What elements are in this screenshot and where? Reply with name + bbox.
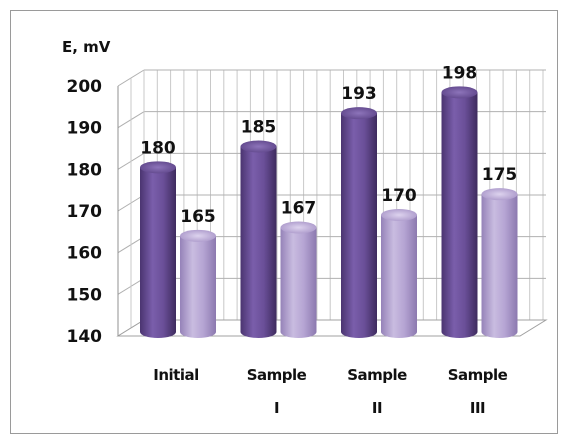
bar-light	[481, 188, 518, 338]
bar-light	[381, 209, 417, 338]
bar-body	[441, 92, 478, 338]
y-tick-label: 190	[67, 119, 103, 139]
data-label: 185	[241, 118, 277, 138]
bar-dark	[441, 86, 478, 338]
y-axis-title: E, mV	[62, 38, 111, 56]
data-label: 167	[281, 199, 317, 219]
bar-body	[481, 194, 518, 338]
data-label: 198	[442, 63, 478, 83]
y-axis: 140 150 160 170 180 190 200	[67, 77, 119, 347]
bars	[140, 86, 518, 339]
bar-light	[180, 229, 216, 338]
bar-dark	[240, 140, 277, 338]
y-tick-label: 180	[67, 160, 103, 180]
bar-top	[180, 229, 216, 242]
x-tick-label: Sample	[448, 366, 508, 384]
data-label: 175	[482, 165, 518, 185]
data-label: 193	[341, 84, 377, 104]
data-label: 180	[140, 138, 176, 158]
bar-top	[341, 107, 377, 120]
bar-body	[180, 235, 216, 338]
y-tick-label: 170	[67, 202, 103, 222]
y-tick-label: 160	[67, 244, 103, 264]
bar-top	[481, 188, 518, 201]
x-tick-label-line2: I	[274, 399, 279, 417]
x-tick-label: Sample	[347, 366, 407, 384]
bar-body	[381, 215, 417, 338]
bar-top	[280, 221, 317, 234]
bar-top	[240, 140, 277, 153]
x-tick-label-line2: III	[470, 399, 485, 417]
bar-light	[280, 221, 317, 338]
bar-dark	[140, 161, 176, 338]
bar-top	[381, 209, 417, 221]
x-tick-label: Sample	[247, 366, 307, 384]
bar-top	[140, 161, 176, 174]
x-tick-label: Initial	[153, 366, 198, 384]
x-axis: Initial Sample I Sample II Sample III	[153, 366, 508, 417]
bar-body	[240, 146, 277, 338]
y-tick-label: 150	[67, 285, 103, 305]
bar-top	[441, 86, 478, 99]
bar-body	[280, 227, 317, 338]
y-tick-label: 200	[67, 77, 103, 97]
x-tick-label-line2: II	[372, 399, 382, 417]
y-tick-label: 140	[67, 327, 103, 347]
data-label: 170	[381, 186, 417, 206]
bar-dark	[341, 107, 377, 339]
data-labels: 180 165 185 167 193 170 198 175	[140, 63, 518, 227]
bar-body	[341, 113, 377, 339]
data-label: 165	[180, 207, 216, 227]
bar-body	[140, 167, 176, 338]
